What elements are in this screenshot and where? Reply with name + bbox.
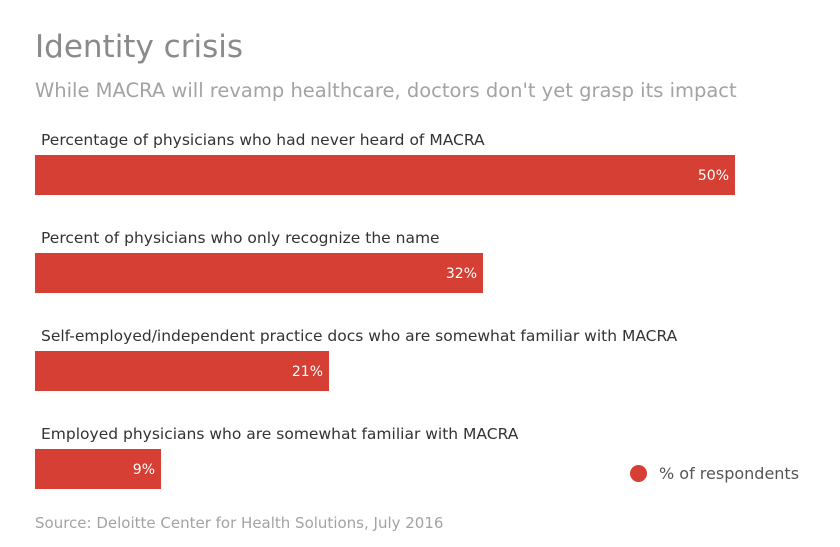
legend: % of respondents (630, 464, 799, 483)
category-label: Self-employed/independent practice docs … (41, 327, 678, 345)
category-label: Percentage of physicians who had never h… (41, 131, 485, 149)
category-label: Employed physicians who are somewhat fam… (41, 425, 519, 443)
data-label: 21% (292, 364, 323, 380)
category-label: Percent of physicians who only recognize… (41, 229, 440, 247)
bar-chart: Percentage of physicians who had never h… (35, 131, 735, 489)
legend-swatch (630, 465, 647, 482)
chart-subtitle: While MACRA will revamp healthcare, doct… (35, 79, 737, 102)
chart-title: Identity crisis (35, 29, 243, 65)
legend-label: % of respondents (659, 464, 800, 483)
bar (35, 253, 483, 293)
data-label: 50% (698, 168, 729, 184)
source-note: Source: Deloitte Center for Health Solut… (35, 514, 444, 532)
bar (35, 155, 735, 195)
data-label: 32% (446, 266, 477, 282)
data-label: 9% (133, 462, 155, 478)
bar (35, 449, 161, 489)
bar (35, 351, 329, 391)
